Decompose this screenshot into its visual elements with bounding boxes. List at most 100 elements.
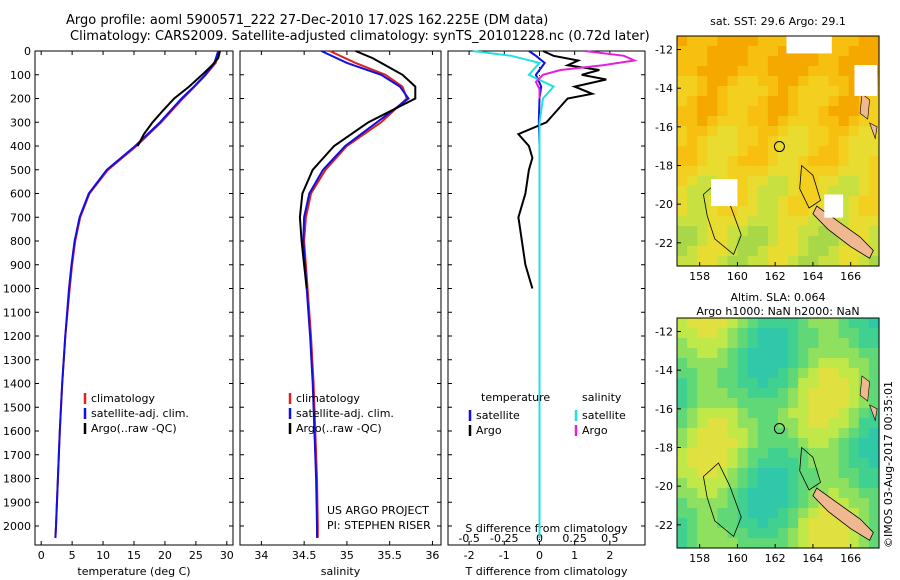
sla-map-cell (757, 528, 769, 539)
sla-map-cell (798, 378, 809, 389)
sla-map-cell (747, 468, 759, 479)
sla-map-cell (757, 478, 769, 489)
sla-map-cell (808, 408, 819, 419)
sla-map-cell (767, 378, 779, 389)
sla-map-cell (737, 478, 749, 489)
sla-map-cell (818, 438, 830, 449)
sla-map-cell (727, 338, 739, 349)
sla-map-cell (717, 478, 729, 489)
sla-map-cell (808, 508, 819, 519)
sla-map-cell (717, 408, 729, 419)
sst-map-cell (838, 106, 850, 117)
sst-map-cell (838, 256, 850, 267)
sla-map-cell (697, 388, 708, 399)
sst-map-cell (757, 186, 769, 197)
sst-map-cell (798, 56, 809, 67)
sla-map-cell (767, 498, 779, 509)
sla-map-cell (848, 348, 860, 359)
sla-map-cell (697, 338, 708, 349)
sst-map-cell (818, 246, 830, 257)
sst-map-cell (808, 76, 819, 87)
sst-map-cell (868, 146, 880, 157)
sst-map-cell (808, 136, 819, 147)
sla-map-cell (747, 438, 759, 449)
sla-map-cell (778, 478, 789, 489)
sla-map-cell (687, 488, 698, 499)
sla-map-cell (697, 508, 708, 519)
sst-map-ytick-label: -20 (655, 198, 673, 211)
sst-map-cell (858, 166, 870, 177)
sst-map-cell (818, 106, 830, 117)
sla-map-cell (737, 348, 749, 359)
sst-map-cell (747, 226, 759, 237)
sst-map-xtick-label: 164 (802, 270, 823, 283)
sst-map-cell (737, 86, 749, 97)
sst-map-cell (828, 246, 840, 257)
sst-map-cell (687, 106, 698, 117)
sst-map-vanuatu-island (869, 122, 878, 140)
sla-map-cell (677, 508, 688, 519)
depth-tick-label: 500 (10, 164, 31, 177)
sst-map-cell (788, 126, 799, 137)
sst-map-cell (757, 166, 769, 177)
sla-map-cell (757, 368, 769, 379)
sla-map-cell (737, 458, 749, 469)
sla-map-cell (767, 418, 779, 429)
sla-map-cell (757, 328, 769, 339)
sla-map-cell (868, 318, 880, 329)
sst-map-cell (687, 136, 698, 147)
sst-map-cell (848, 246, 860, 257)
sla-map-cell (717, 388, 729, 399)
sla-map-cell (808, 478, 819, 489)
sst-map-cell (818, 146, 830, 157)
sst-map-cell (757, 226, 769, 237)
sst-map-cell (798, 176, 809, 187)
sla-map-cell (757, 508, 769, 519)
sst-map-cell (838, 46, 850, 57)
sst-map-cell (798, 166, 809, 177)
sst-map-cell (778, 206, 789, 217)
imos-credit: ©IMOS 03-Aug-2017 00:35:01 (882, 381, 895, 548)
sla-map-cell (778, 318, 789, 329)
sla-map-cell (808, 388, 819, 399)
sla-map-cell (697, 418, 708, 429)
sla-map-cell (788, 338, 799, 349)
sla-map-cell (778, 358, 789, 369)
sst-map-cell (757, 76, 769, 87)
sla-map-cell (717, 458, 729, 469)
sla-map-cell (767, 448, 779, 459)
sst-map-ytick-label: -18 (655, 159, 673, 172)
sla-map-cell (808, 358, 819, 369)
sla-map-cell (828, 348, 840, 359)
sst-map-cell (677, 216, 688, 227)
sst-map-cell (767, 136, 779, 147)
sla-map-cell (747, 328, 759, 339)
sst-map-cell (717, 216, 729, 227)
sst-map-cell (808, 106, 819, 117)
sla-map-cell (717, 528, 729, 539)
sla-map-cell (727, 478, 739, 489)
difference-panel: -2 -1 0 1 2 T difference from climatology -0.5… (447, 50, 646, 578)
sla-map-cell (707, 378, 718, 389)
sst-map-cell (707, 46, 718, 57)
sst-map-cell (858, 196, 870, 207)
sst-map-cell (737, 96, 749, 107)
sla-map-cell (727, 518, 739, 529)
sla-map-cell (798, 328, 809, 339)
sla-map-cell (717, 428, 729, 439)
sst-map-cell (868, 236, 880, 247)
sla-map-cell (788, 368, 799, 379)
sla-map-cell (677, 368, 688, 379)
sla-map-cell (808, 328, 819, 339)
sla-map-cell (818, 368, 830, 379)
sla-map-cell (868, 468, 880, 479)
sla-map-cell (818, 408, 830, 419)
sla-map-cell (788, 508, 799, 519)
diff-top-tick-label: -0.25 (490, 532, 518, 545)
sst-map-cell (828, 256, 840, 267)
sla-map-cell (717, 398, 729, 409)
sst-map-cell (747, 76, 759, 87)
sst-map-cell (858, 206, 870, 217)
sla-map-frame (676, 317, 880, 549)
